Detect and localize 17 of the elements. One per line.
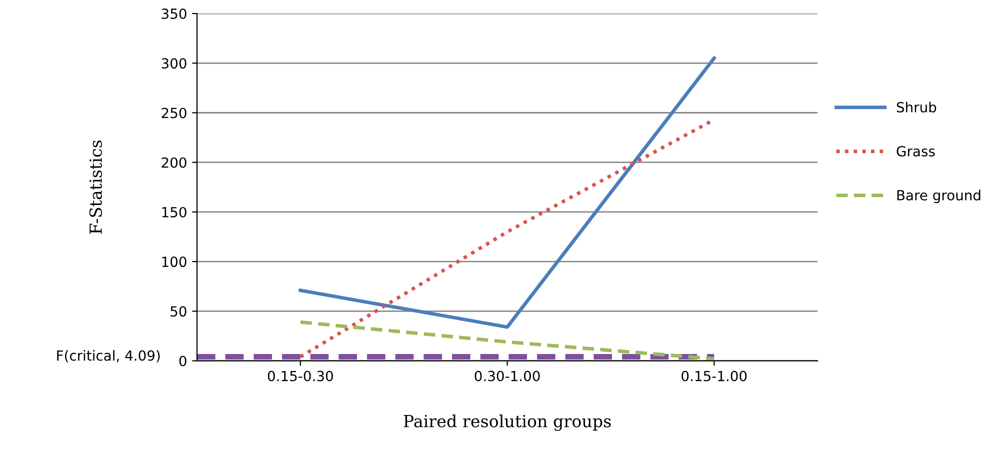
- y-tick-label: 100: [162, 256, 186, 268]
- y-tick-label: 200: [162, 157, 186, 168]
- y-tick-label: 250: [162, 108, 186, 118]
- y-tick-label: 350: [162, 8, 186, 20]
- ref-line-label: F(critical, 4.09): [57, 350, 160, 362]
- y-tick-label: 0: [179, 356, 186, 366]
- x-tick-label: 0.15-1.00: [682, 370, 747, 382]
- y-tick-label: 50: [170, 306, 186, 317]
- x-axis-title: Paired resolution groups: [404, 414, 611, 431]
- legend-label: Bare ground: [897, 190, 980, 204]
- x-tick-label: 0.30-1.00: [474, 370, 540, 382]
- legend-label: Grass: [896, 146, 935, 156]
- x-tick-label: 0.15-0.30: [268, 370, 333, 382]
- y-axis-title: F-Statistics: [89, 140, 102, 234]
- y-tick-label: 300: [162, 58, 186, 69]
- legend-label: Shrub: [896, 102, 936, 112]
- y-tick-label: 150: [162, 206, 186, 218]
